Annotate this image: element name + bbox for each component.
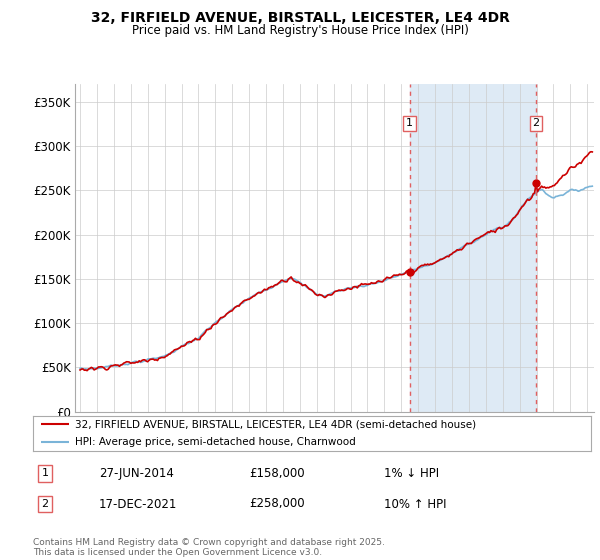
Text: Contains HM Land Registry data © Crown copyright and database right 2025.
This d: Contains HM Land Registry data © Crown c… bbox=[33, 538, 385, 557]
Text: 32, FIRFIELD AVENUE, BIRSTALL, LEICESTER, LE4 4DR (semi-detached house): 32, FIRFIELD AVENUE, BIRSTALL, LEICESTER… bbox=[75, 419, 476, 430]
Text: HPI: Average price, semi-detached house, Charnwood: HPI: Average price, semi-detached house,… bbox=[75, 437, 356, 447]
Text: 1: 1 bbox=[41, 468, 49, 478]
Text: 1% ↓ HPI: 1% ↓ HPI bbox=[384, 466, 439, 480]
Text: 2: 2 bbox=[41, 499, 49, 509]
Text: £158,000: £158,000 bbox=[249, 466, 305, 480]
Text: £258,000: £258,000 bbox=[249, 497, 305, 511]
Text: 10% ↑ HPI: 10% ↑ HPI bbox=[384, 497, 446, 511]
Text: 32, FIRFIELD AVENUE, BIRSTALL, LEICESTER, LE4 4DR: 32, FIRFIELD AVENUE, BIRSTALL, LEICESTER… bbox=[91, 11, 509, 25]
Text: 1: 1 bbox=[406, 118, 413, 128]
Text: Price paid vs. HM Land Registry's House Price Index (HPI): Price paid vs. HM Land Registry's House … bbox=[131, 24, 469, 36]
Bar bbox=[410, 84, 536, 412]
Text: 2: 2 bbox=[532, 118, 539, 128]
Text: 17-DEC-2021: 17-DEC-2021 bbox=[99, 497, 178, 511]
Text: 27-JUN-2014: 27-JUN-2014 bbox=[99, 466, 174, 480]
